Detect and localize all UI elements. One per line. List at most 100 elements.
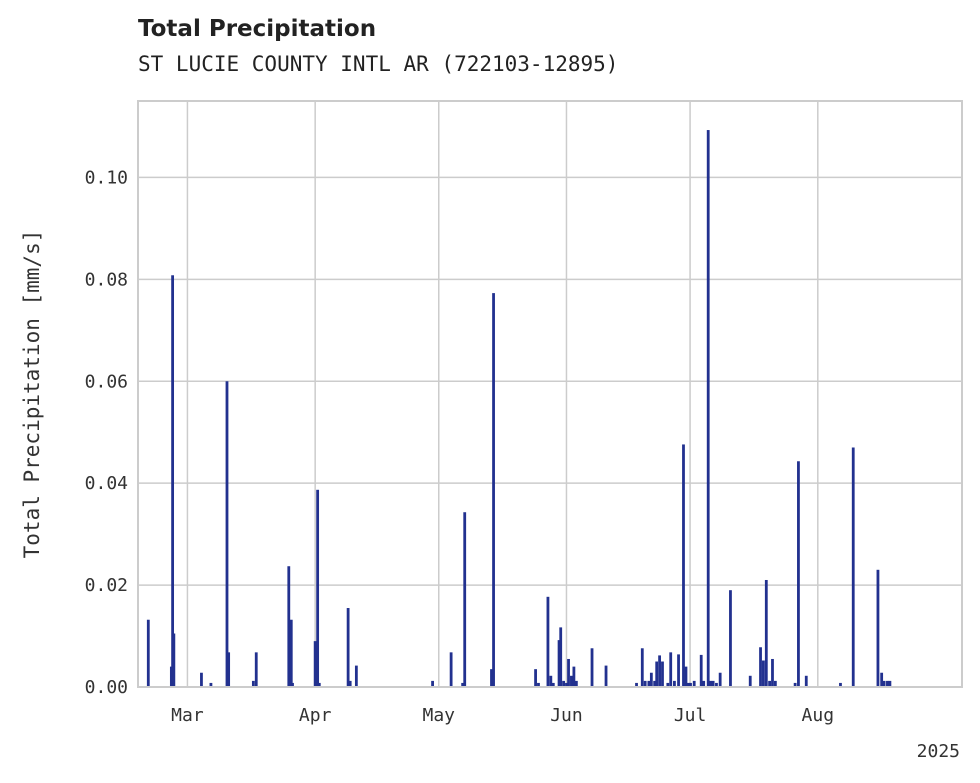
precip-bar [658,655,661,687]
precip-bar [640,648,644,687]
precip-bar [649,672,653,687]
precip-bar [709,680,713,687]
precip-bar [146,619,150,687]
precip-bar [348,680,352,687]
precip-bar [793,682,797,687]
precip-bar [590,648,594,687]
precip-bar [565,682,568,687]
grid-lines [138,101,962,687]
precip-bar [682,444,685,687]
precip-bar [254,652,258,687]
precip-bar [888,680,892,687]
x-axis: Mar Apr May Jun Jul Aug [171,705,834,726]
precip-bar [431,680,434,687]
precip-bar [880,672,884,687]
precip-bar [673,680,676,687]
precip-bar [666,682,670,687]
precip-bar [669,652,673,687]
y-tick-label: 0.00 [85,677,128,698]
precip-bar [559,627,563,687]
precip-bar [886,680,889,687]
precip-bar [572,666,576,687]
precip-bar [562,680,565,687]
precip-bar [653,680,657,687]
precip-bar [461,682,465,687]
precip-bar [689,682,692,687]
precip-bar [492,293,495,687]
precip-bar [851,447,855,687]
precip-bar [225,381,229,687]
precip-bar [291,682,294,687]
precip-bar [699,654,703,687]
precip-bar [316,489,320,687]
precip-bar [661,661,664,687]
x-tick-label: May [423,705,456,726]
precip-bar [463,512,467,687]
y-tick-label: 0.10 [85,167,128,188]
precip-bar [692,680,696,687]
precip-bar [574,680,578,687]
precip-bar [200,672,203,687]
precip-bar [759,647,762,687]
precip-bar [546,596,550,687]
y-tick-label: 0.06 [85,371,128,392]
precip-bar [313,641,317,687]
precip-bar [677,654,680,687]
precip-bar [490,669,493,687]
x-tick-label: Apr [299,705,332,726]
x-tick-label: Aug [802,705,835,726]
precip-bar [706,130,710,687]
bar-series [146,130,892,687]
precip-bar [684,666,688,687]
y-tick-label: 0.02 [85,575,128,596]
precip-bar [570,675,573,687]
precip-bar [702,680,706,687]
precip-bar [647,680,651,687]
precip-bar [537,682,540,687]
precip-bar [567,658,570,687]
precip-bar [449,652,453,687]
precip-bar [771,658,774,687]
precip-bar [655,661,659,687]
precip-bar [876,569,880,687]
y-tick-label: 0.08 [85,269,128,290]
precip-bar [557,640,561,687]
x-tick-label: Jul [674,705,707,726]
precip-bar [251,680,255,687]
precip-bar [748,675,752,687]
precip-bar [534,669,537,687]
precip-bar [764,579,768,687]
precip-bar [797,461,800,687]
y-axis-label: Total Precipitation [mm/s] [20,230,44,559]
precip-bar [172,633,176,687]
plot-frame [137,100,963,688]
chart-subtitle: ST LUCIE COUNTY INTL AR (722103-12895) [138,52,619,76]
precip-bar [227,652,231,687]
precip-bar [551,682,555,687]
precip-bar [715,682,718,687]
precip-bar [643,680,647,687]
precip-bar [287,566,291,687]
precip-bar [711,680,715,687]
y-axis: 0.00 0.02 0.04 0.06 0.08 0.10 [85,167,128,698]
precip-bar [209,682,213,687]
precip-bar [718,672,722,687]
precip-bar [768,680,771,687]
x-tick-label: Jun [550,705,583,726]
chart-title: Total Precipitation [138,16,377,42]
precip-bar [882,680,886,687]
precip-bar [687,682,690,687]
precip-bar [317,682,321,687]
year-label: 2025 [917,741,960,762]
y-tick-label: 0.04 [85,473,128,494]
precip-bar [171,275,175,687]
precip-bar [635,682,638,687]
precip-bar [804,675,808,687]
precip-bar [549,675,553,687]
precip-bar [729,590,732,687]
precip-bar [346,608,350,687]
precip-bar [839,682,842,687]
x-tick-label: Mar [171,705,204,726]
precip-bar [604,665,608,687]
